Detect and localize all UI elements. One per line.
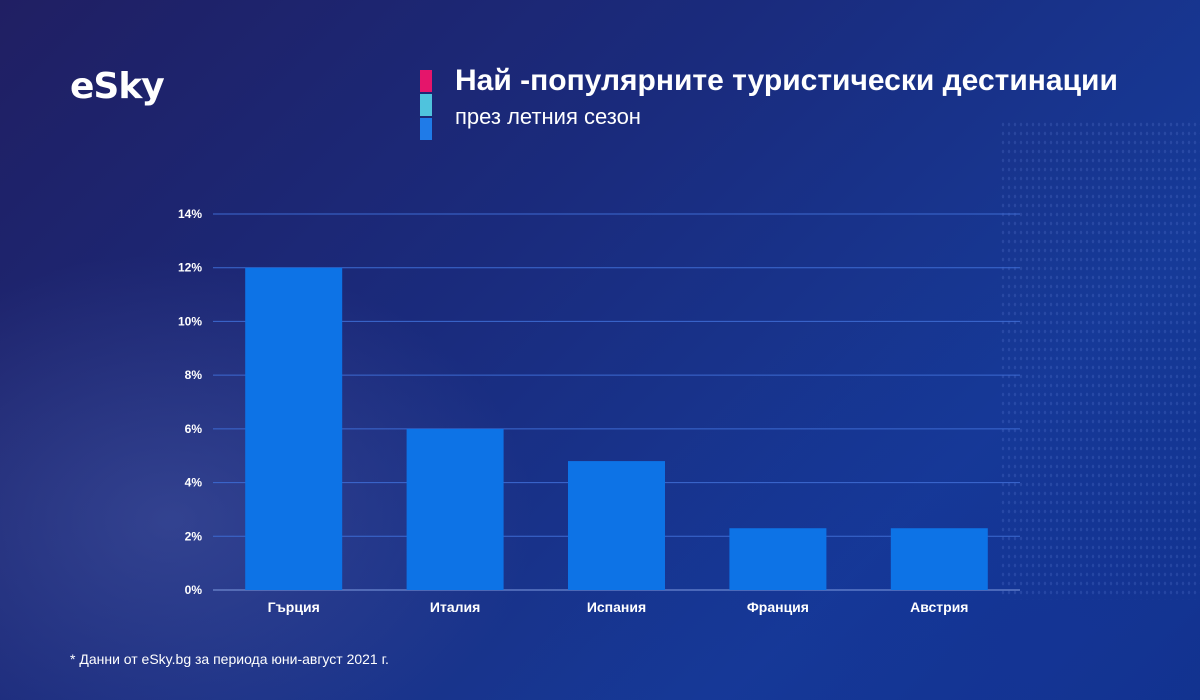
x-tick-label: Франция (747, 599, 809, 615)
bar-5 (890, 528, 988, 590)
bar-1 (245, 267, 343, 590)
y-tick-label: 4% (185, 476, 203, 490)
bar-3 (568, 461, 665, 590)
y-tick-label: 14% (178, 207, 202, 221)
chart-title: Най -популярните туристически дестинации (455, 64, 1118, 97)
y-tick-label: 2% (185, 529, 203, 543)
chart-subtitle: през летния сезон (455, 104, 641, 129)
x-axis-tick-labels: Гърция Италия Испания Франция Австрия (268, 599, 969, 615)
accent-bar-pink (420, 70, 432, 92)
x-tick-label: Испания (587, 599, 646, 615)
logo-text: eSky (70, 66, 165, 107)
bar-4 (729, 528, 827, 590)
title-accent-bars (420, 70, 432, 142)
y-tick-label: 12% (178, 261, 202, 275)
y-tick-label: 6% (185, 422, 203, 436)
bars (245, 267, 988, 590)
x-tick-label: Гърция (268, 599, 320, 615)
x-tick-label: Австрия (910, 599, 968, 615)
background-dot-pattern (1000, 120, 1200, 600)
x-tick-label: Италия (430, 599, 480, 615)
accent-bar-blue (420, 118, 432, 140)
bar-2 (406, 428, 504, 590)
y-axis-tick-labels: 0% 2% 4% 6% 8% 10% 12% 14% (178, 207, 202, 597)
footnote: * Данни от eSky.bg за периода юни-август… (70, 651, 389, 667)
esky-logo: eSky (70, 66, 165, 107)
y-tick-label: 0% (185, 583, 203, 597)
y-tick-label: 8% (185, 368, 203, 382)
y-tick-label: 10% (178, 314, 202, 328)
accent-bar-cyan (420, 94, 432, 116)
